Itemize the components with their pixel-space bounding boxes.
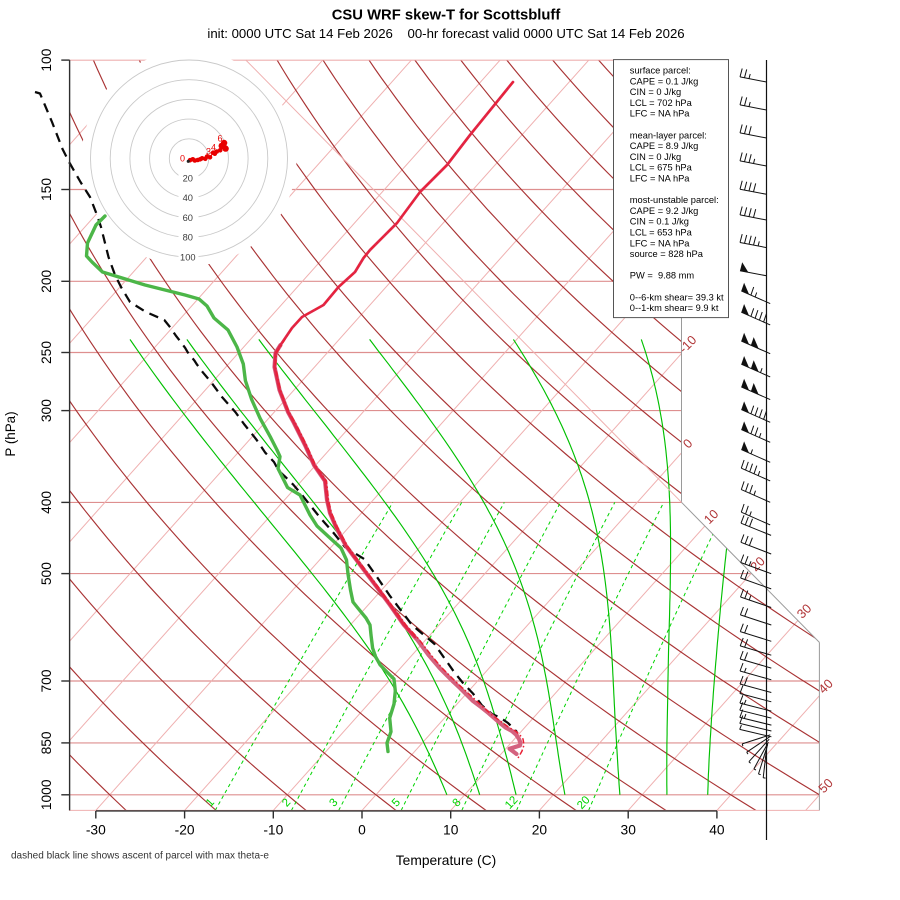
svg-text:20: 20 bbox=[532, 823, 548, 838]
svg-text:40: 40 bbox=[709, 823, 725, 838]
svg-text:3: 3 bbox=[206, 147, 211, 157]
svg-text:LFC = NA hPa: LFC = NA hPa bbox=[630, 174, 691, 184]
svg-text:40: 40 bbox=[183, 193, 193, 203]
svg-text:30: 30 bbox=[621, 823, 637, 838]
svg-text:CAPE = 8.9 J/kg: CAPE = 8.9 J/kg bbox=[630, 141, 698, 151]
svg-text:500: 500 bbox=[39, 562, 54, 585]
svg-text:300: 300 bbox=[39, 399, 54, 422]
svg-text:100: 100 bbox=[39, 48, 54, 71]
svg-text:LFC = NA hPa: LFC = NA hPa bbox=[630, 238, 691, 248]
svg-text:mean-layer parcel:: mean-layer parcel: bbox=[630, 130, 707, 140]
svg-text:surface parcel:: surface parcel: bbox=[630, 66, 691, 76]
svg-text:200: 200 bbox=[39, 269, 54, 292]
svg-text:400: 400 bbox=[39, 491, 54, 514]
svg-text:250: 250 bbox=[39, 341, 54, 364]
svg-text:CAPE = 9.2 J/kg: CAPE = 9.2 J/kg bbox=[630, 206, 698, 216]
svg-text:LCL = 702 hPa: LCL = 702 hPa bbox=[630, 98, 693, 108]
svg-text:150: 150 bbox=[39, 178, 54, 201]
svg-text:20: 20 bbox=[183, 174, 193, 184]
svg-text:init: 0000 UTC Sat 14 Feb 2026: init: 0000 UTC Sat 14 Feb 2026 00-hr for… bbox=[207, 26, 684, 41]
svg-text:CIN = 0.1 J/kg: CIN = 0.1 J/kg bbox=[630, 217, 689, 227]
svg-text:CIN = 0 J/kg: CIN = 0 J/kg bbox=[630, 87, 681, 97]
svg-text:0--1-km shear= 9.9 kt: 0--1-km shear= 9.9 kt bbox=[630, 303, 719, 313]
svg-text:0: 0 bbox=[358, 823, 366, 838]
svg-text:1000: 1000 bbox=[39, 779, 54, 810]
svg-text:4: 4 bbox=[211, 143, 216, 153]
svg-text:-10: -10 bbox=[263, 823, 283, 838]
svg-text:60: 60 bbox=[183, 213, 193, 223]
svg-text:-30: -30 bbox=[86, 823, 106, 838]
svg-text:dashed black line shows ascent: dashed black line shows ascent of parcel… bbox=[11, 851, 269, 862]
svg-text:LCL = 653 hPa: LCL = 653 hPa bbox=[630, 228, 693, 238]
svg-text:0: 0 bbox=[180, 154, 185, 164]
svg-text:LFC = NA hPa: LFC = NA hPa bbox=[630, 109, 691, 119]
svg-text:100: 100 bbox=[180, 252, 196, 262]
svg-text:700: 700 bbox=[39, 669, 54, 692]
svg-text:6: 6 bbox=[217, 134, 222, 144]
svg-text:80: 80 bbox=[183, 233, 193, 243]
svg-text:CAPE = 0.1 J/kg: CAPE = 0.1 J/kg bbox=[630, 76, 698, 86]
svg-text:850: 850 bbox=[39, 731, 54, 754]
svg-text:-20: -20 bbox=[175, 823, 195, 838]
svg-text:P (hPa): P (hPa) bbox=[3, 411, 18, 456]
svg-text:Temperature (C): Temperature (C) bbox=[396, 853, 496, 868]
svg-text:0--6-km shear= 39.3 kt: 0--6-km shear= 39.3 kt bbox=[630, 292, 724, 302]
svg-text:LCL = 675 hPa: LCL = 675 hPa bbox=[630, 163, 693, 173]
svg-text:CSU WRF skew-T for Scottsbluff: CSU WRF skew-T for Scottsbluff bbox=[332, 8, 561, 24]
svg-text:PW = 9.88 mm: PW = 9.88 mm bbox=[630, 271, 695, 281]
svg-text:CIN = 0 J/kg: CIN = 0 J/kg bbox=[630, 152, 681, 162]
svg-text:source = 828 hPa: source = 828 hPa bbox=[630, 249, 704, 259]
svg-text:most-unstable parcel:: most-unstable parcel: bbox=[630, 195, 719, 205]
svg-text:10: 10 bbox=[443, 823, 459, 838]
